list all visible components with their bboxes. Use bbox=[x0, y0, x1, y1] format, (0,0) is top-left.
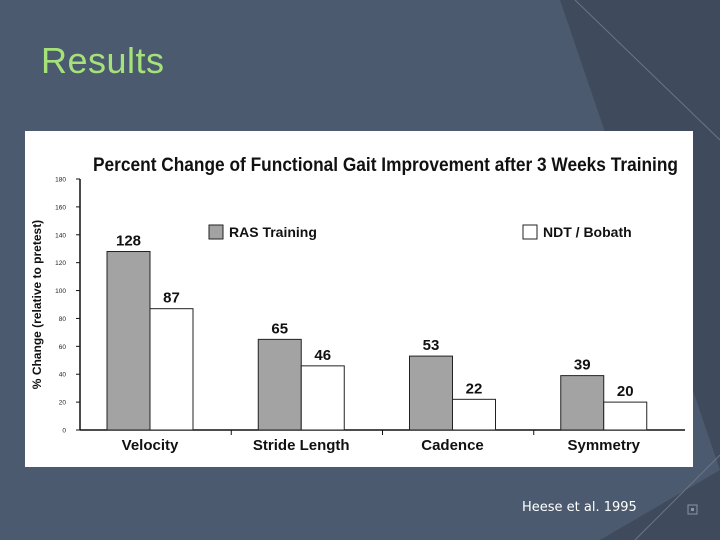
data-label: 53 bbox=[423, 337, 440, 354]
bar-ndt-bobath bbox=[300, 365, 345, 431]
bar-chart: Percent Change of Functional Gait Improv… bbox=[30, 155, 685, 454]
legend: RAS Training NDT / Bobath bbox=[208, 224, 632, 240]
data-label: 65 bbox=[271, 320, 288, 337]
x-tick-label: Stride Length bbox=[253, 437, 350, 454]
legend-swatch bbox=[208, 224, 224, 240]
y-tick-label: 60 bbox=[59, 344, 67, 351]
data-label: 20 bbox=[617, 383, 634, 400]
chart-title: Percent Change of Functional Gait Improv… bbox=[93, 155, 678, 176]
y-tick-label: 0 bbox=[62, 428, 66, 435]
data-label: 46 bbox=[314, 347, 331, 364]
x-tick-label: Cadence bbox=[421, 437, 484, 454]
y-tick-label: 40 bbox=[59, 372, 67, 379]
y-tick-label: 80 bbox=[59, 316, 67, 323]
legend-swatch bbox=[522, 224, 538, 240]
y-tick-label: 140 bbox=[55, 232, 66, 239]
y-tick-label: 100 bbox=[55, 288, 66, 295]
bar-ndt-bobath bbox=[149, 308, 194, 431]
bar-ndt-bobath bbox=[603, 401, 648, 431]
frame-line-top bbox=[574, 0, 720, 141]
chart-panel: Percent Change of Functional Gait Improv… bbox=[25, 131, 693, 467]
bar-ndt-bobath bbox=[452, 398, 496, 431]
bar-ras-training bbox=[409, 355, 453, 431]
corner-square-outer bbox=[687, 504, 698, 515]
x-tick-label: Velocity bbox=[122, 437, 179, 454]
data-label: 87 bbox=[163, 290, 180, 307]
bar-ras-training bbox=[106, 251, 151, 431]
y-tick-label: 20 bbox=[59, 400, 67, 407]
y-tick-label: 120 bbox=[55, 260, 66, 267]
data-label: 39 bbox=[574, 357, 591, 374]
data-label: 22 bbox=[466, 380, 483, 397]
legend-label: RAS Training bbox=[229, 224, 317, 240]
legend-label: NDT / Bobath bbox=[543, 224, 632, 240]
bar-ras-training bbox=[560, 375, 605, 431]
slide-title: Results bbox=[41, 40, 165, 81]
y-ticks: 0 20 40 60 80 100 120 140 160 180 bbox=[55, 177, 80, 435]
bars: 128 87 Velocity 65 46 Stride Length 53 22 Cadenc… bbox=[106, 233, 648, 454]
data-label: 128 bbox=[116, 233, 141, 250]
bar-ras-training bbox=[257, 338, 302, 431]
y-tick-label: 180 bbox=[55, 177, 66, 184]
citation: Heese et al. 1995 bbox=[522, 500, 637, 515]
y-axis-label: % Change (relative to pretest) bbox=[30, 220, 44, 389]
corner-square-inner bbox=[691, 508, 694, 511]
x-tick-label: Symmetry bbox=[567, 437, 640, 454]
y-tick-label: 160 bbox=[55, 204, 66, 211]
frame-line-bottom bbox=[634, 454, 720, 540]
